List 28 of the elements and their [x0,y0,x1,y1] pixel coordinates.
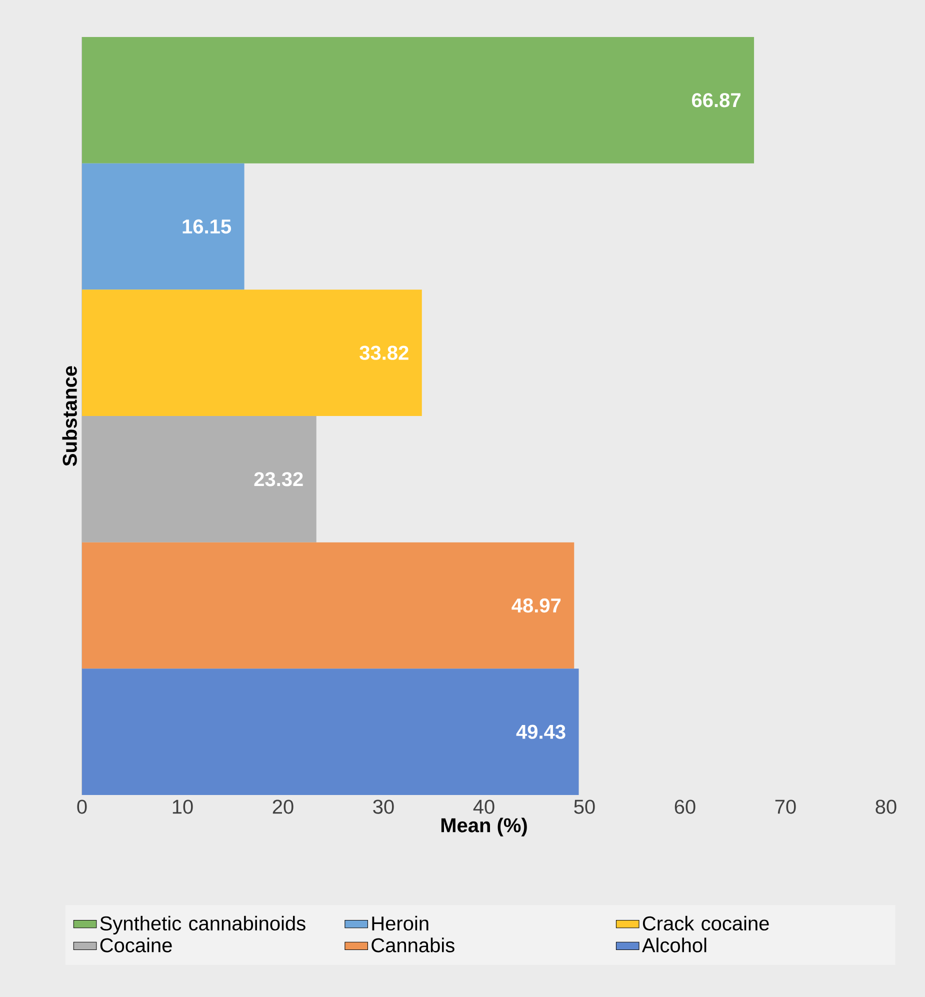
x-axis-title: Mean (%) [441,818,527,836]
x-tick-label: 10 [172,800,193,814]
x-tick-label: 60 [674,800,696,814]
x-tick-label: 80 [876,800,896,814]
bar [82,163,244,290]
data-label: 49.43 [516,724,566,739]
bar [82,668,579,795]
data-label: 48.97 [512,598,561,613]
x-tick-label: 20 [272,800,294,814]
x-tick-label: 50 [574,800,595,814]
bar [82,290,422,416]
data-label: 33.82 [360,346,408,360]
bar [82,542,574,669]
legend-label: Crack cocaine [642,916,769,931]
x-tick-label: 0 [77,800,87,814]
x-tick-label: 70 [775,800,796,814]
data-label: 16.15 [182,219,232,234]
y-axis-title: Substance [62,366,77,466]
legend-label: Synthetic cannabinoids [100,916,306,934]
data-label: 23.32 [254,472,303,486]
x-tick-label: 40 [473,800,494,814]
legend-label: Alcohol [642,938,706,952]
data-label: 66.87 [692,93,740,108]
x-tick-label: 30 [373,800,394,814]
legend-label: Cocaine [100,938,172,952]
legend-label: Cannabis [372,938,454,952]
legend-label: Heroin [372,916,428,931]
bar [82,37,754,164]
